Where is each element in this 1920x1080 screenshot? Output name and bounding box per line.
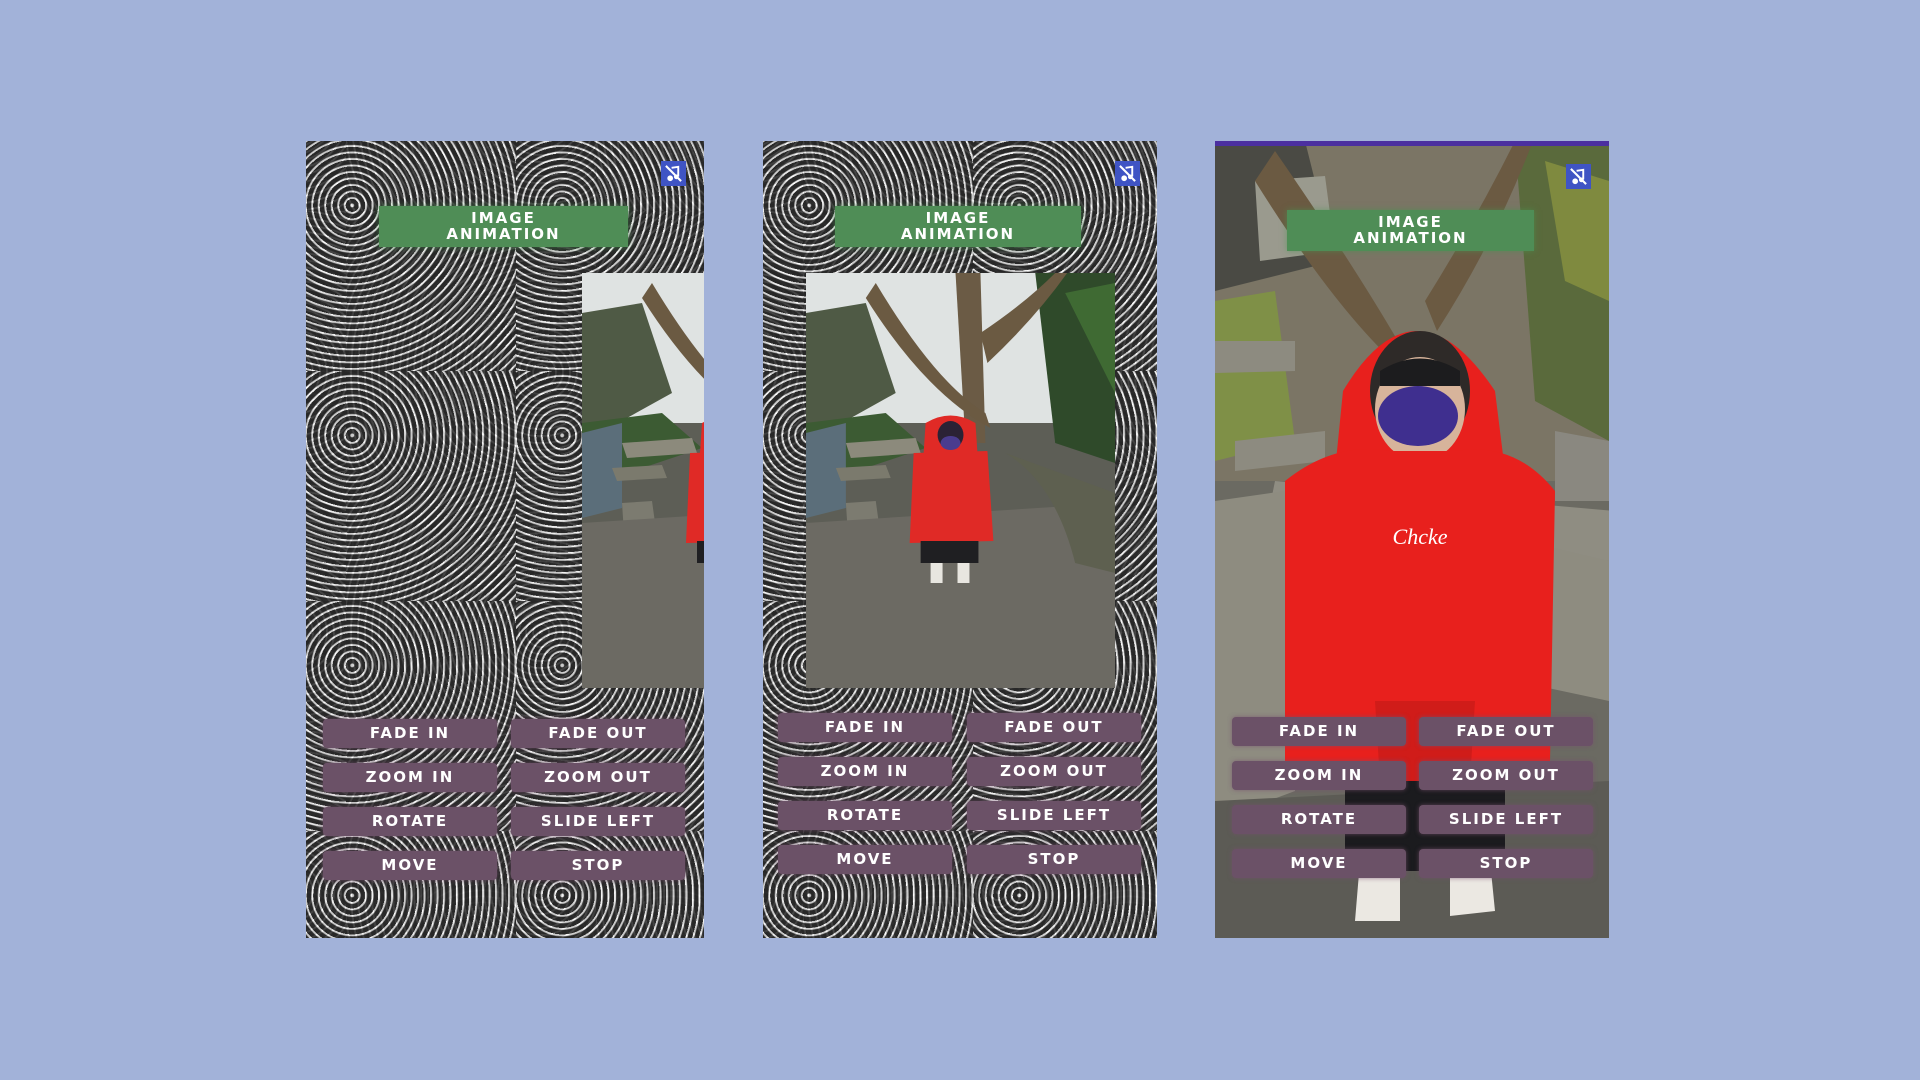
rotate-button[interactable]: ROTATE xyxy=(1232,805,1406,834)
stop-button[interactable]: STOP xyxy=(967,845,1141,874)
top-accent-strip xyxy=(1215,141,1609,146)
fade-out-button[interactable]: FADE OUT xyxy=(1419,717,1593,746)
phone-screen-2: IMAGE ANIMATION FADE IN FADE OUT ZOOM IN… xyxy=(763,141,1157,938)
zoom-in-button[interactable]: ZOOM IN xyxy=(323,763,497,792)
title-line-1: IMAGE xyxy=(925,209,991,227)
slide-left-button[interactable]: SLIDE LEFT xyxy=(1419,805,1593,834)
stop-button[interactable]: STOP xyxy=(511,851,685,880)
slide-left-button[interactable]: SLIDE LEFT xyxy=(511,807,685,836)
title-line-2: ANIMATION xyxy=(1353,229,1468,247)
zoom-in-button[interactable]: ZOOM IN xyxy=(778,757,952,786)
zoom-out-button[interactable]: ZOOM OUT xyxy=(967,757,1141,786)
title-line-2: ANIMATION xyxy=(446,225,561,243)
rotate-button[interactable]: ROTATE xyxy=(323,807,497,836)
phone-screen-3: Chcke IMAGE ANIMATION FADE IN FADE OUT Z… xyxy=(1215,141,1609,938)
title-line-1: IMAGE xyxy=(1378,213,1443,231)
move-button[interactable]: MOVE xyxy=(778,845,952,874)
page-title-banner: IMAGE ANIMATION xyxy=(835,206,1081,247)
fade-in-button[interactable]: FADE IN xyxy=(1232,717,1406,746)
mute-music-icon[interactable] xyxy=(661,161,686,186)
svg-text:Chcke: Chcke xyxy=(1393,524,1448,549)
title-line-1: IMAGE xyxy=(471,209,536,227)
animated-photo xyxy=(582,273,704,688)
stop-button[interactable]: STOP xyxy=(1419,849,1593,878)
animated-photo xyxy=(806,273,1115,688)
rotate-button[interactable]: ROTATE xyxy=(778,801,952,830)
move-button[interactable]: MOVE xyxy=(1232,849,1406,878)
fade-in-button[interactable]: FADE IN xyxy=(778,713,952,742)
phone-screen-1: IMAGE ANIMATION FADE IN FADE OUT ZOOM IN… xyxy=(306,141,704,938)
mute-music-icon[interactable] xyxy=(1115,161,1140,186)
title-line-2: ANIMATION xyxy=(900,225,1016,243)
slide-left-button[interactable]: SLIDE LEFT xyxy=(967,801,1141,830)
zoom-out-button[interactable]: ZOOM OUT xyxy=(1419,761,1593,790)
fade-out-button[interactable]: FADE OUT xyxy=(511,719,685,748)
fade-in-button[interactable]: FADE IN xyxy=(323,719,497,748)
zoom-out-button[interactable]: ZOOM OUT xyxy=(511,763,685,792)
page-title-banner: IMAGE ANIMATION xyxy=(379,206,628,247)
page-title-banner: IMAGE ANIMATION xyxy=(1287,210,1534,251)
move-button[interactable]: MOVE xyxy=(323,851,497,880)
fade-out-button[interactable]: FADE OUT xyxy=(967,713,1141,742)
zoom-in-button[interactable]: ZOOM IN xyxy=(1232,761,1406,790)
mute-music-icon[interactable] xyxy=(1566,164,1591,189)
